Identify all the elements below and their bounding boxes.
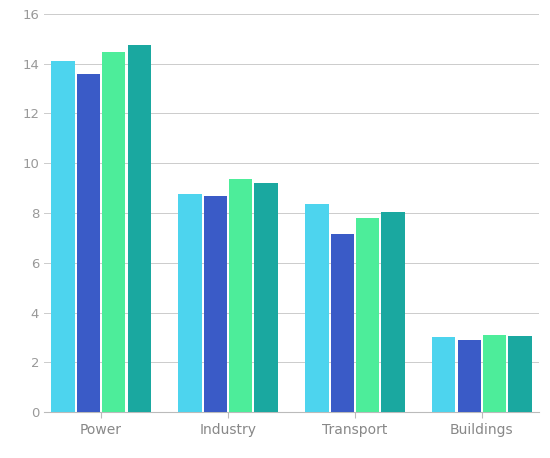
Bar <box>331 234 354 412</box>
Bar <box>458 340 481 412</box>
Bar <box>356 218 380 412</box>
Bar <box>77 74 100 412</box>
Bar <box>102 52 125 412</box>
Bar <box>255 183 278 412</box>
Bar <box>508 336 532 412</box>
Bar <box>305 204 328 412</box>
Bar <box>178 194 202 412</box>
Bar <box>381 212 405 412</box>
Bar <box>432 338 455 412</box>
Bar <box>128 45 151 412</box>
Bar <box>483 335 506 412</box>
Bar <box>229 180 252 412</box>
Bar <box>51 61 75 412</box>
Bar <box>204 196 227 412</box>
